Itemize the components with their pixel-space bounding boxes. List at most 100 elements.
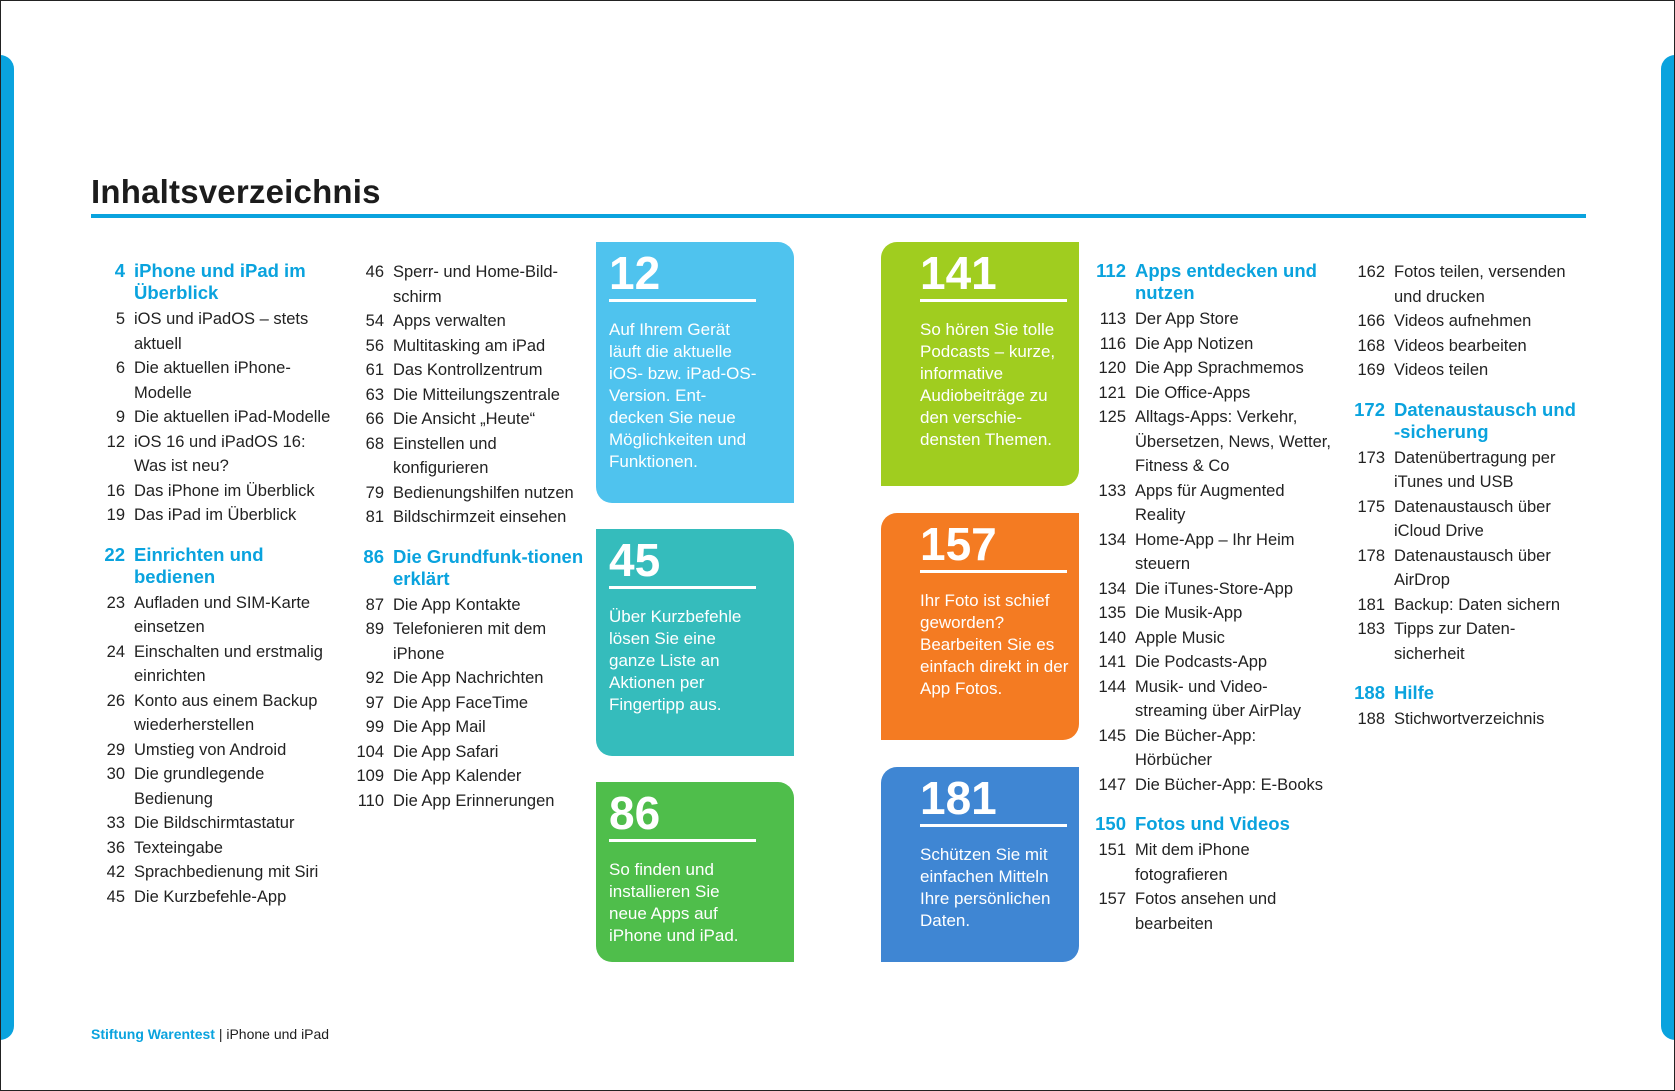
- toc-entry-title: iOS und iPadOS – stets aktuell: [134, 310, 309, 353]
- toc-entry: 141 Die Podcasts-App: [1086, 650, 1331, 675]
- highlight-divider: [609, 839, 756, 842]
- toc-entry-title: Das Kontrollzentrum: [393, 361, 543, 379]
- toc-page-number: 168: [1357, 336, 1385, 355]
- toc-entry-title: Die Kurzbefehle-App: [134, 887, 287, 906]
- toc-page-number: 169: [1357, 361, 1385, 379]
- footer-product: iPhone und iPad: [226, 1026, 330, 1042]
- toc-page-number: 166: [1357, 312, 1385, 330]
- toc-entry: 68 Einstellen und konfigurieren: [350, 432, 590, 481]
- footer: Stiftung Warentest | iPhone und iPad: [91, 1026, 329, 1042]
- toc-page-number: 150: [1095, 813, 1126, 834]
- toc-page-number: 26: [106, 691, 125, 710]
- highlight-divider: [920, 824, 1067, 827]
- toc-entry-title: Apple Music: [1135, 628, 1225, 647]
- toc-entry: 162 Fotos teilen, versenden und drucken: [1345, 260, 1585, 309]
- toc-section-heading: 86 Die Grundfunk-tionen erklärt: [350, 546, 590, 590]
- toc-entry-title: Die aktuellen iPhone-Modelle: [134, 359, 291, 402]
- toc-entry: 45 Die Kurzbefehle-App: [91, 885, 331, 910]
- toc-entry: 23 Aufladen und SIM-Karte einsetzen: [91, 591, 331, 640]
- toc-entry: 54 Apps verwalten: [350, 309, 590, 334]
- toc-entry-title: Apps für Augmented Reality: [1135, 481, 1285, 525]
- toc-page-number: 22: [104, 543, 125, 565]
- highlight-divider: [609, 299, 756, 302]
- toc-entry: 109 Die App Kalender: [350, 764, 590, 789]
- toc-entry-title: Die Musik-App: [1135, 604, 1243, 622]
- title-rule: [91, 214, 1586, 218]
- toc-entry-title: Die App Kalender: [393, 767, 522, 785]
- toc-page-number: 66: [365, 410, 384, 428]
- toc-page-number: 109: [356, 767, 384, 785]
- toc-entry: 188 Stichwortverzeichnis: [1345, 707, 1585, 732]
- toc-section-heading: 172 Datenaustausch und -sicherung: [1345, 399, 1585, 443]
- toc-entry: 168 Videos bearbeiten: [1345, 334, 1585, 359]
- toc-entry-title: Texteingabe: [134, 838, 223, 857]
- toc-entry-title: Datenaustausch über AirDrop: [1394, 546, 1551, 590]
- toc-page-number: 33: [106, 814, 125, 832]
- toc-entry: 145 Die Bücher-App: Hörbücher: [1086, 724, 1331, 773]
- toc-page-number: 121: [1098, 383, 1126, 402]
- toc-page-number: 181: [1357, 595, 1385, 614]
- toc-entry-title: Das iPhone im Überblick: [134, 481, 315, 500]
- toc-entry: 19 Das iPad im Überblick: [91, 503, 331, 528]
- toc-entry: 183 Tipps zur Daten-sicherheit: [1345, 617, 1585, 666]
- toc-entry-title: Stichwortverzeichnis: [1394, 710, 1545, 728]
- toc-entry-title: iOS 16 und iPadOS 16: Was ist neu?: [134, 432, 306, 476]
- toc-entry-title: Konto aus einem Backup wiederherstellen: [134, 691, 318, 735]
- toc-entry-title: Bildschirmzeit einsehen: [393, 508, 567, 526]
- highlight-page-number: 12: [609, 247, 661, 299]
- toc-page-number: 175: [1357, 497, 1385, 516]
- toc-entry-title: Die App Mail: [393, 718, 486, 736]
- highlight-text: So finden und installieren Sie neue Apps…: [609, 860, 739, 945]
- highlight-divider: [920, 299, 1067, 302]
- toc-entry-title: Einschalten und erstmalig einrichten: [134, 642, 323, 686]
- highlight-page-number: 45: [609, 534, 661, 586]
- toc-entry-title: Alltags-Apps: Verkehr, Übersetzen, News,…: [1135, 408, 1331, 475]
- toc-entry-title: Die App Nachrichten: [393, 669, 544, 687]
- highlight-box-45: 45 Über Kurzbefehle lösen Sie eine ganze…: [596, 529, 794, 756]
- toc-entry-title: Einrichten und bedienen: [134, 543, 264, 587]
- toc-entry-title: Backup: Daten sichern: [1394, 595, 1561, 614]
- toc-page-number: 172: [1354, 398, 1385, 420]
- toc-page-number: 99: [365, 718, 384, 736]
- toc-entry-title: Die Grundfunk-tionen erklärt: [393, 545, 584, 589]
- toc-page-number: 16: [106, 481, 125, 500]
- toc-entry: 61 Das Kontrollzentrum: [350, 358, 590, 383]
- toc-entry-title: Datenaustausch und -sicherung: [1394, 398, 1576, 442]
- toc-page-number: 188: [1357, 710, 1385, 728]
- highlight-box-86: 86 So finden und installieren Sie neue A…: [596, 782, 794, 962]
- toc-page-number: 6: [115, 359, 125, 377]
- toc-page-number: 29: [106, 740, 125, 759]
- toc-entry: 116 Die App Notizen: [1086, 332, 1331, 357]
- toc-entry-title: Die App Safari: [393, 742, 499, 761]
- toc-entry: 29 Umstieg von Android: [91, 738, 331, 763]
- toc-page-number: 188: [1354, 682, 1385, 703]
- toc-page-number: 134: [1098, 579, 1126, 598]
- toc-entry-title: Die Office-Apps: [1135, 383, 1251, 402]
- toc-entry: 26 Konto aus einem Backup wiederherstelle…: [91, 689, 331, 738]
- toc-entry: 113 Der App Store: [1086, 307, 1331, 332]
- toc-entry-title: Die aktuellen iPad-Modelle: [134, 408, 331, 426]
- toc-page-number: 24: [106, 642, 125, 661]
- toc-entry-title: Einstellen und konfigurieren: [393, 434, 497, 478]
- toc-entry-title: Fotos teilen, versenden und drucken: [1394, 263, 1566, 306]
- toc-page-number: 134: [1098, 530, 1126, 549]
- toc-entry: 125 Alltags-Apps: Verkehr, Übersetzen, Ne…: [1086, 405, 1331, 479]
- toc-section-heading: 112 Apps entdecken und nutzen: [1086, 260, 1331, 304]
- toc-entry: 140 Apple Music: [1086, 626, 1331, 651]
- toc-entry-title: Musik- und Video-streaming über AirPlay: [1135, 677, 1301, 721]
- toc-entry: 9 Die aktuellen iPad-Modelle: [91, 405, 331, 430]
- toc-entry-title: Die Bücher-App: E-Books: [1135, 775, 1324, 794]
- toc-page-number: 46: [365, 263, 384, 281]
- toc-entry-title: Die App Erinnerungen: [393, 791, 555, 810]
- toc-entry-title: Sperr- und Home-Bild-schirm: [393, 263, 559, 306]
- highlight-box-157: 157 Ihr Foto ist schief geworden? Bearbe…: [881, 513, 1079, 740]
- toc-page-number: 56: [365, 336, 384, 355]
- left-page-edge: [0, 55, 14, 1040]
- toc-entry-title: Der App Store: [1135, 310, 1239, 328]
- toc-entry: 133 Apps für Augmented Reality: [1086, 479, 1331, 528]
- toc-entry: 134 Home-App – Ihr Heim steuern: [1086, 528, 1331, 577]
- toc-entry-title: Datenaustausch über iCloud Drive: [1394, 497, 1551, 541]
- toc-page-number: 12: [106, 432, 125, 451]
- footer-brand: Stiftung Warentest: [91, 1026, 215, 1042]
- toc-entry: 169 Videos teilen: [1345, 358, 1585, 383]
